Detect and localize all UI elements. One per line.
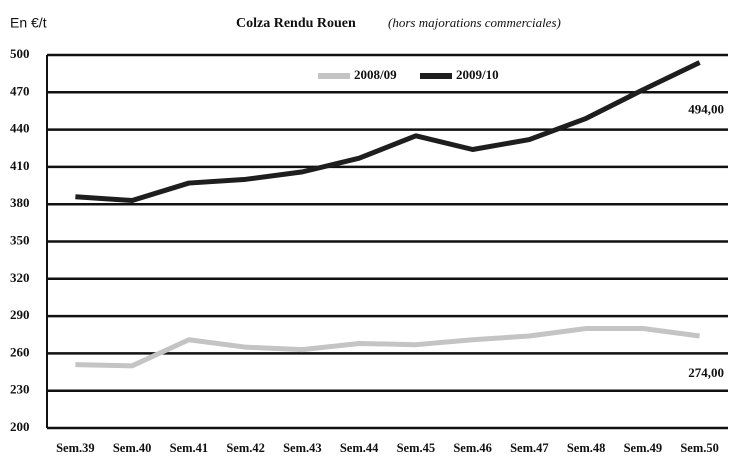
legend-label: 2009/10 xyxy=(456,67,499,82)
y-tick-label: 440 xyxy=(10,121,30,136)
chart-subtitle: (hors majorations commerciales) xyxy=(388,15,561,30)
x-tick-label: Sem.40 xyxy=(113,441,152,455)
y-tick-label: 350 xyxy=(10,232,30,247)
x-tick-label: Sem.45 xyxy=(397,441,436,455)
x-tick-label: Sem.48 xyxy=(567,441,606,455)
legend-label: 2008/09 xyxy=(354,67,397,82)
value-label: 274,00 xyxy=(688,365,724,380)
chart-title: Colza Rendu Rouen xyxy=(236,16,356,31)
y-tick-label: 200 xyxy=(10,419,30,434)
y-tick-label: 380 xyxy=(10,195,30,210)
y-tick-label: 470 xyxy=(10,83,30,98)
x-tick-label: Sem.47 xyxy=(510,441,549,455)
y-tick-label: 320 xyxy=(10,270,30,285)
x-tick-label: Sem.41 xyxy=(170,441,209,455)
y-tick-label: 410 xyxy=(10,158,30,173)
x-tick-label: Sem.39 xyxy=(56,441,95,455)
x-tick-label: Sem.50 xyxy=(680,441,719,455)
x-tick-label: Sem.49 xyxy=(624,441,663,455)
y-tick-label: 260 xyxy=(10,344,30,359)
y-tick-label: 290 xyxy=(10,307,30,322)
y-tick-label: 500 xyxy=(10,46,30,61)
x-tick-label: Sem.46 xyxy=(453,441,492,455)
y-tick-label: 230 xyxy=(10,382,30,397)
x-tick-label: Sem.44 xyxy=(340,441,379,455)
value-label: 494,00 xyxy=(688,101,724,116)
x-tick-label: Sem.42 xyxy=(226,441,265,455)
x-tick-label: Sem.43 xyxy=(283,441,322,455)
series-line xyxy=(75,60,701,203)
series-line xyxy=(75,326,700,369)
y-axis-label: En €/t xyxy=(10,15,47,31)
